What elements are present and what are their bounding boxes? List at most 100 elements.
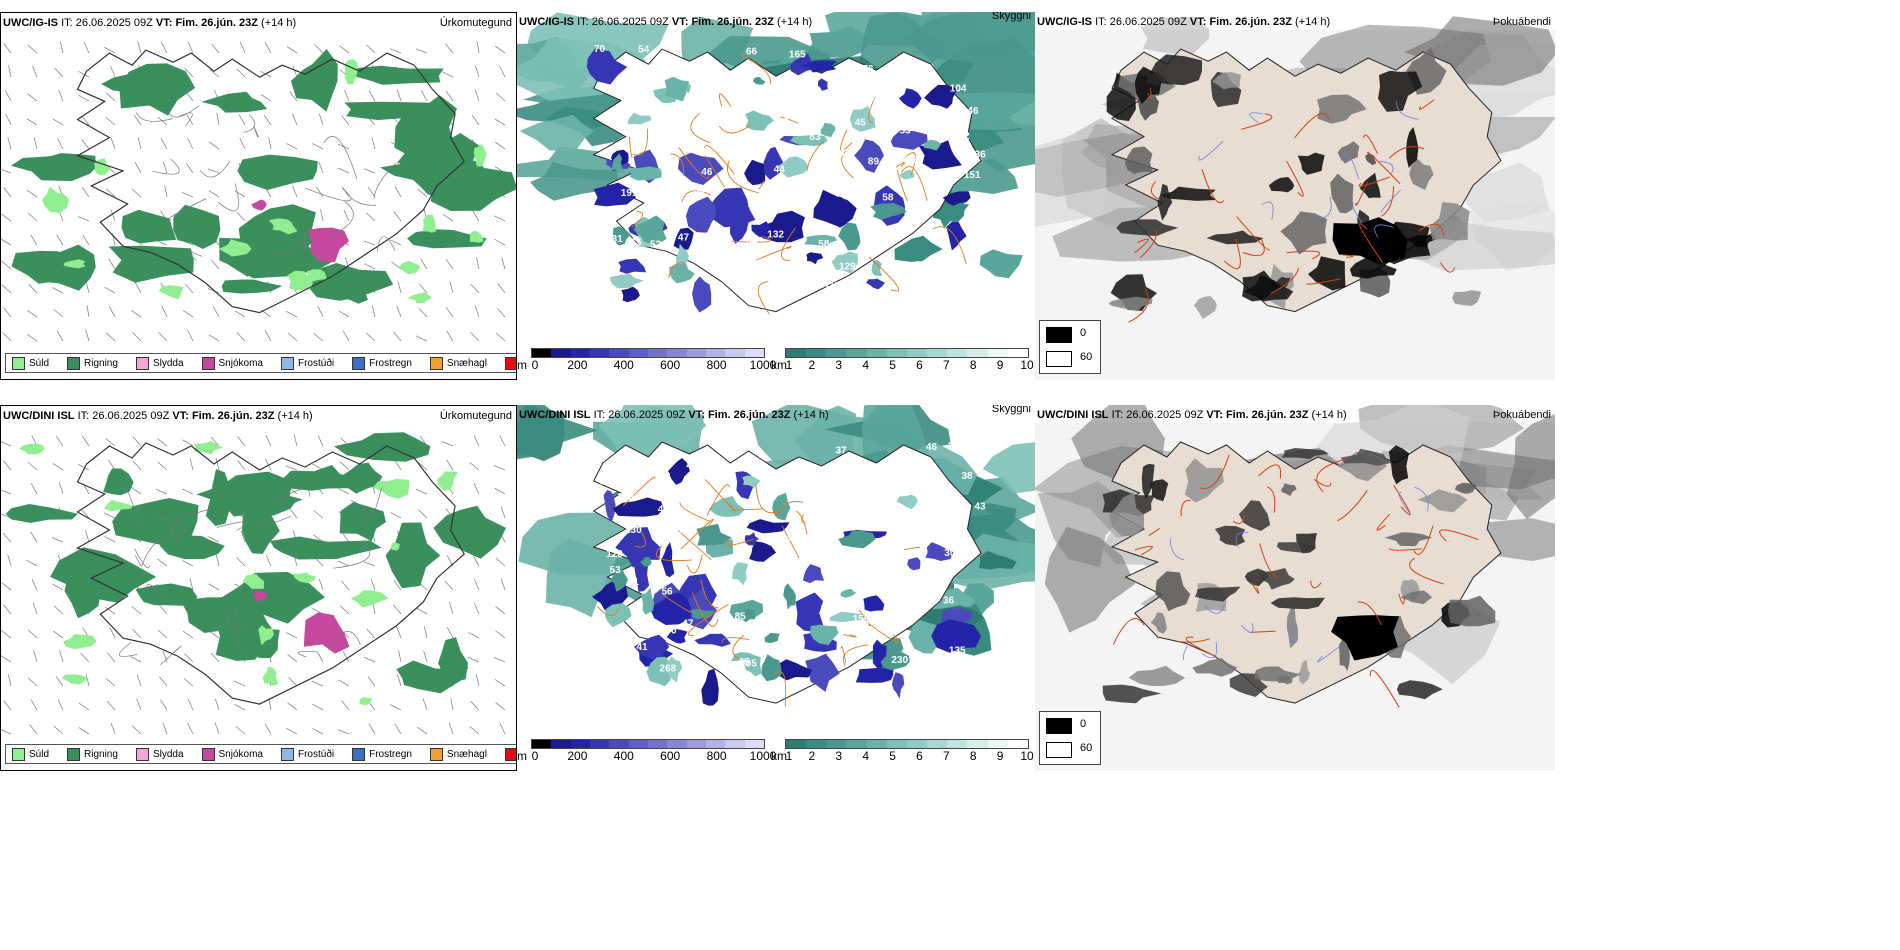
wind-barb	[105, 677, 116, 687]
fog-shade	[1429, 202, 1470, 241]
wind-barb	[208, 190, 220, 198]
cloud-base-area	[863, 595, 885, 612]
river-line	[1318, 196, 1332, 220]
road-line	[1270, 267, 1300, 295]
wind-barb	[264, 42, 272, 54]
road-line	[655, 545, 693, 562]
cloud-base-label: 79	[787, 535, 799, 546]
fog-shade	[1109, 492, 1145, 537]
colorbar-segment	[846, 740, 867, 748]
panel-ig-fog: UWC/IG-IS IT: 26.06.2025 09Z VT: Fim. 26…	[1035, 12, 1555, 380]
wind-barb	[110, 65, 116, 78]
wind-barb	[27, 44, 38, 54]
road-line	[1376, 513, 1391, 531]
road-line	[1223, 238, 1241, 270]
visibility-area	[640, 587, 655, 615]
wind-barb	[474, 305, 480, 318]
drizzle-area	[373, 478, 410, 499]
wind-barb	[286, 311, 298, 318]
visibility-area	[820, 122, 836, 138]
wind-barb	[241, 530, 246, 543]
road-line	[256, 515, 292, 527]
road-line	[705, 155, 725, 188]
cloud-base-label: 37	[836, 446, 848, 457]
cloud-base-label: 243	[948, 441, 965, 452]
legend-item: Rigning	[67, 747, 118, 761]
road-line	[218, 183, 239, 212]
wind-barb	[292, 65, 298, 78]
wind-barb	[58, 482, 64, 495]
road-line	[843, 634, 857, 638]
wind-barb	[390, 511, 402, 519]
road-line	[755, 246, 792, 261]
fog-shade	[1286, 607, 1298, 649]
river-line	[1261, 201, 1274, 221]
wind-barb	[415, 48, 428, 54]
rain-area	[350, 65, 444, 85]
wind-barb	[237, 436, 246, 447]
fog-shade	[1400, 590, 1433, 605]
cloud-base-label: 80	[887, 304, 899, 315]
visibility-area	[633, 215, 667, 245]
road-line	[700, 579, 719, 609]
road-line	[901, 166, 928, 201]
wind-barb	[5, 114, 12, 126]
wind-barb	[164, 185, 168, 198]
wind-barb	[366, 44, 376, 54]
wind-barb	[287, 702, 298, 711]
rain-area	[407, 229, 487, 249]
river-line	[1374, 224, 1394, 238]
cloud-base-label: 47	[682, 619, 694, 630]
wind-barb	[263, 114, 272, 126]
visibility-area	[790, 134, 828, 147]
drizzle-area	[287, 270, 313, 291]
road-line	[1337, 490, 1368, 522]
cloud-base-label: 50	[600, 476, 612, 487]
panel-dini-precip-type: UWC/DINI ISL IT: 26.06.2025 09Z VT: Fim.…	[0, 405, 517, 771]
cloud-base-label: 28	[699, 231, 711, 242]
fog-shade	[1417, 489, 1468, 513]
rain-area	[290, 49, 338, 112]
wind-barb	[78, 727, 90, 735]
drizzle-area	[306, 269, 327, 282]
cloud-base-area	[692, 276, 712, 313]
wind-barb	[393, 579, 402, 591]
fog-map	[1035, 405, 1555, 771]
road-line	[758, 180, 765, 190]
wind-barb	[85, 329, 90, 342]
road-line	[1342, 254, 1354, 258]
rain-area	[228, 484, 297, 516]
cloud-base-label: 135	[949, 646, 966, 657]
cloud-base-label: 30	[944, 548, 956, 559]
wind-barb	[397, 674, 402, 687]
cloud-base-label: 191	[621, 188, 638, 199]
wind-barb	[7, 554, 12, 567]
wind-barb	[30, 234, 38, 246]
wind-barb	[340, 605, 350, 615]
visibility-area	[772, 492, 791, 521]
wind-barb	[160, 699, 168, 711]
wind-barb	[55, 676, 64, 687]
visibility-area	[708, 496, 745, 517]
cloud-base-label: 85	[735, 612, 747, 623]
rain-area	[121, 209, 177, 244]
fog-legend-swatch-low	[1046, 327, 1072, 343]
wind-barb	[314, 44, 324, 54]
panel-ig-precip-type: UWC/IG-IS IT: 26.06.2025 09Z VT: Fim. 26…	[0, 12, 517, 380]
drizzle-area	[41, 186, 69, 213]
wind-barb	[495, 630, 506, 639]
legend-label: Snæhagl	[446, 357, 487, 369]
wind-barb	[2, 332, 12, 342]
colorbar-segment	[927, 349, 948, 357]
road-line	[679, 502, 711, 522]
wind-barb	[2, 532, 12, 543]
road-line	[371, 488, 382, 514]
cloud-base-area	[813, 189, 857, 228]
wind-barb	[500, 506, 506, 519]
wind-barb	[107, 652, 116, 663]
wind-barb	[394, 186, 402, 198]
cloud-base-label: 231	[606, 234, 623, 245]
road-line	[328, 201, 354, 238]
wind-barb	[423, 626, 428, 639]
wind-barb	[418, 307, 428, 318]
